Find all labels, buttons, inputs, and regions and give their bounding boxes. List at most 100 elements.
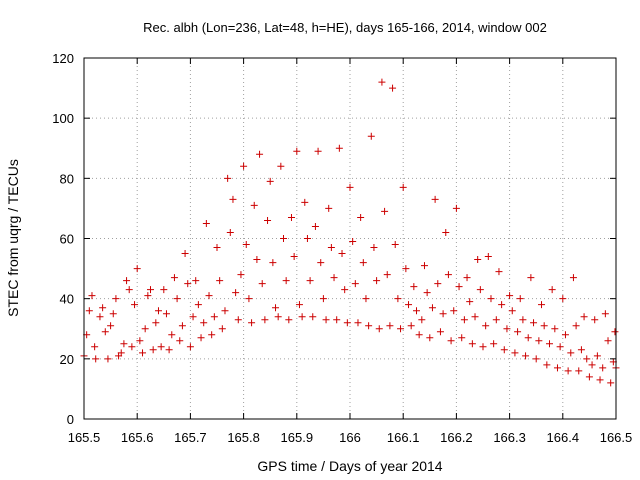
data-point-marker	[397, 325, 405, 333]
data-point-marker	[500, 346, 508, 354]
data-point-marker	[205, 292, 213, 300]
data-point-marker	[202, 219, 210, 227]
data-point-marker	[338, 250, 346, 258]
data-point-marker	[186, 343, 194, 351]
data-point-marker	[335, 144, 343, 152]
data-point-marker	[611, 328, 619, 336]
data-point-marker	[237, 271, 245, 279]
x-tick-label: 165.9	[281, 430, 314, 445]
data-point-marker	[591, 316, 599, 324]
data-point-marker	[471, 313, 479, 321]
data-point-marker	[535, 337, 543, 345]
data-point-marker	[439, 310, 447, 318]
data-point-marker	[269, 259, 277, 267]
data-point-marker	[476, 286, 484, 294]
data-point-marker	[298, 313, 306, 321]
data-point-marker	[413, 307, 420, 315]
data-point-marker	[272, 304, 280, 312]
data-point-marker	[136, 337, 144, 345]
data-point-marker	[341, 286, 349, 294]
data-point-marker	[170, 274, 178, 282]
data-point-marker	[458, 334, 466, 342]
data-point-marker	[349, 238, 357, 246]
data-point-marker	[189, 313, 197, 321]
data-point-marker	[232, 289, 240, 297]
data-point-marker	[253, 256, 261, 264]
data-point-marker	[561, 331, 569, 339]
y-axis-title: STEC from uqrg / TECUs	[5, 159, 21, 317]
data-point-marker	[131, 301, 139, 309]
data-point-marker	[152, 319, 160, 327]
data-point-marker	[184, 280, 192, 288]
y-tick-label: 60	[60, 232, 74, 247]
data-point-marker	[516, 295, 524, 303]
data-point-marker	[418, 316, 426, 324]
data-point-marker	[455, 283, 463, 291]
data-point-marker	[144, 292, 152, 300]
data-point-marker	[117, 349, 125, 357]
data-point-marker	[139, 349, 147, 357]
data-point-marker	[405, 301, 413, 309]
data-point-marker	[250, 201, 258, 209]
data-point-marker	[367, 132, 375, 140]
data-point-marker	[604, 337, 612, 345]
data-point-marker	[460, 316, 468, 324]
data-point-marker	[162, 310, 170, 318]
data-point-marker	[436, 328, 444, 336]
data-point-marker	[530, 319, 538, 327]
data-point-marker	[96, 313, 104, 321]
data-point-marker	[85, 307, 93, 315]
data-point-marker	[287, 213, 295, 221]
data-point-marker	[92, 355, 100, 363]
data-point-marker	[362, 295, 370, 303]
data-point-marker	[426, 334, 434, 342]
data-point-marker	[319, 295, 327, 303]
data-point-marker	[314, 147, 322, 155]
data-point-marker	[375, 325, 383, 333]
data-point-marker	[154, 307, 162, 315]
data-point-marker	[306, 277, 314, 285]
data-point-marker	[101, 328, 109, 336]
y-tick-label: 80	[60, 171, 74, 186]
data-point-marker	[245, 295, 253, 303]
data-point-marker	[176, 337, 184, 345]
data-point-marker	[343, 319, 351, 327]
data-point-marker	[381, 207, 389, 215]
data-point-marker	[583, 355, 591, 363]
data-point-marker	[389, 84, 397, 92]
data-point-marker	[226, 228, 234, 236]
data-point-marker	[112, 295, 120, 303]
x-tick-label: 165.6	[121, 430, 154, 445]
data-point-marker	[303, 235, 311, 242]
data-point-marker	[107, 322, 115, 330]
data-point-marker	[351, 280, 359, 288]
data-point-marker	[572, 322, 580, 330]
data-point-marker	[599, 364, 607, 372]
data-point-marker	[540, 322, 548, 330]
data-point-marker	[543, 361, 551, 369]
y-tick-label: 120	[52, 51, 74, 66]
data-point-marker	[311, 222, 319, 230]
data-point-marker	[474, 256, 482, 264]
x-tick-label: 165.8	[227, 430, 260, 445]
data-point-marker	[290, 253, 298, 261]
data-point-marker	[527, 274, 535, 282]
data-point-marker	[213, 244, 221, 252]
data-point-marker	[216, 277, 224, 285]
data-point-marker	[165, 346, 173, 354]
data-point-marker	[415, 331, 423, 339]
data-point-marker	[498, 301, 506, 309]
data-point-marker	[511, 349, 519, 357]
data-point-marker	[125, 286, 133, 294]
data-point-marker	[248, 319, 256, 327]
data-point-marker	[274, 313, 282, 321]
y-tick-label: 100	[52, 111, 74, 126]
data-point-marker	[277, 162, 285, 170]
data-point-marker	[546, 340, 553, 348]
data-point-marker	[434, 280, 442, 288]
data-point-marker	[577, 346, 585, 354]
data-point-marker	[218, 325, 226, 333]
data-point-marker	[192, 277, 200, 285]
data-point-marker	[261, 316, 269, 324]
y-tick-label: 20	[60, 352, 74, 367]
